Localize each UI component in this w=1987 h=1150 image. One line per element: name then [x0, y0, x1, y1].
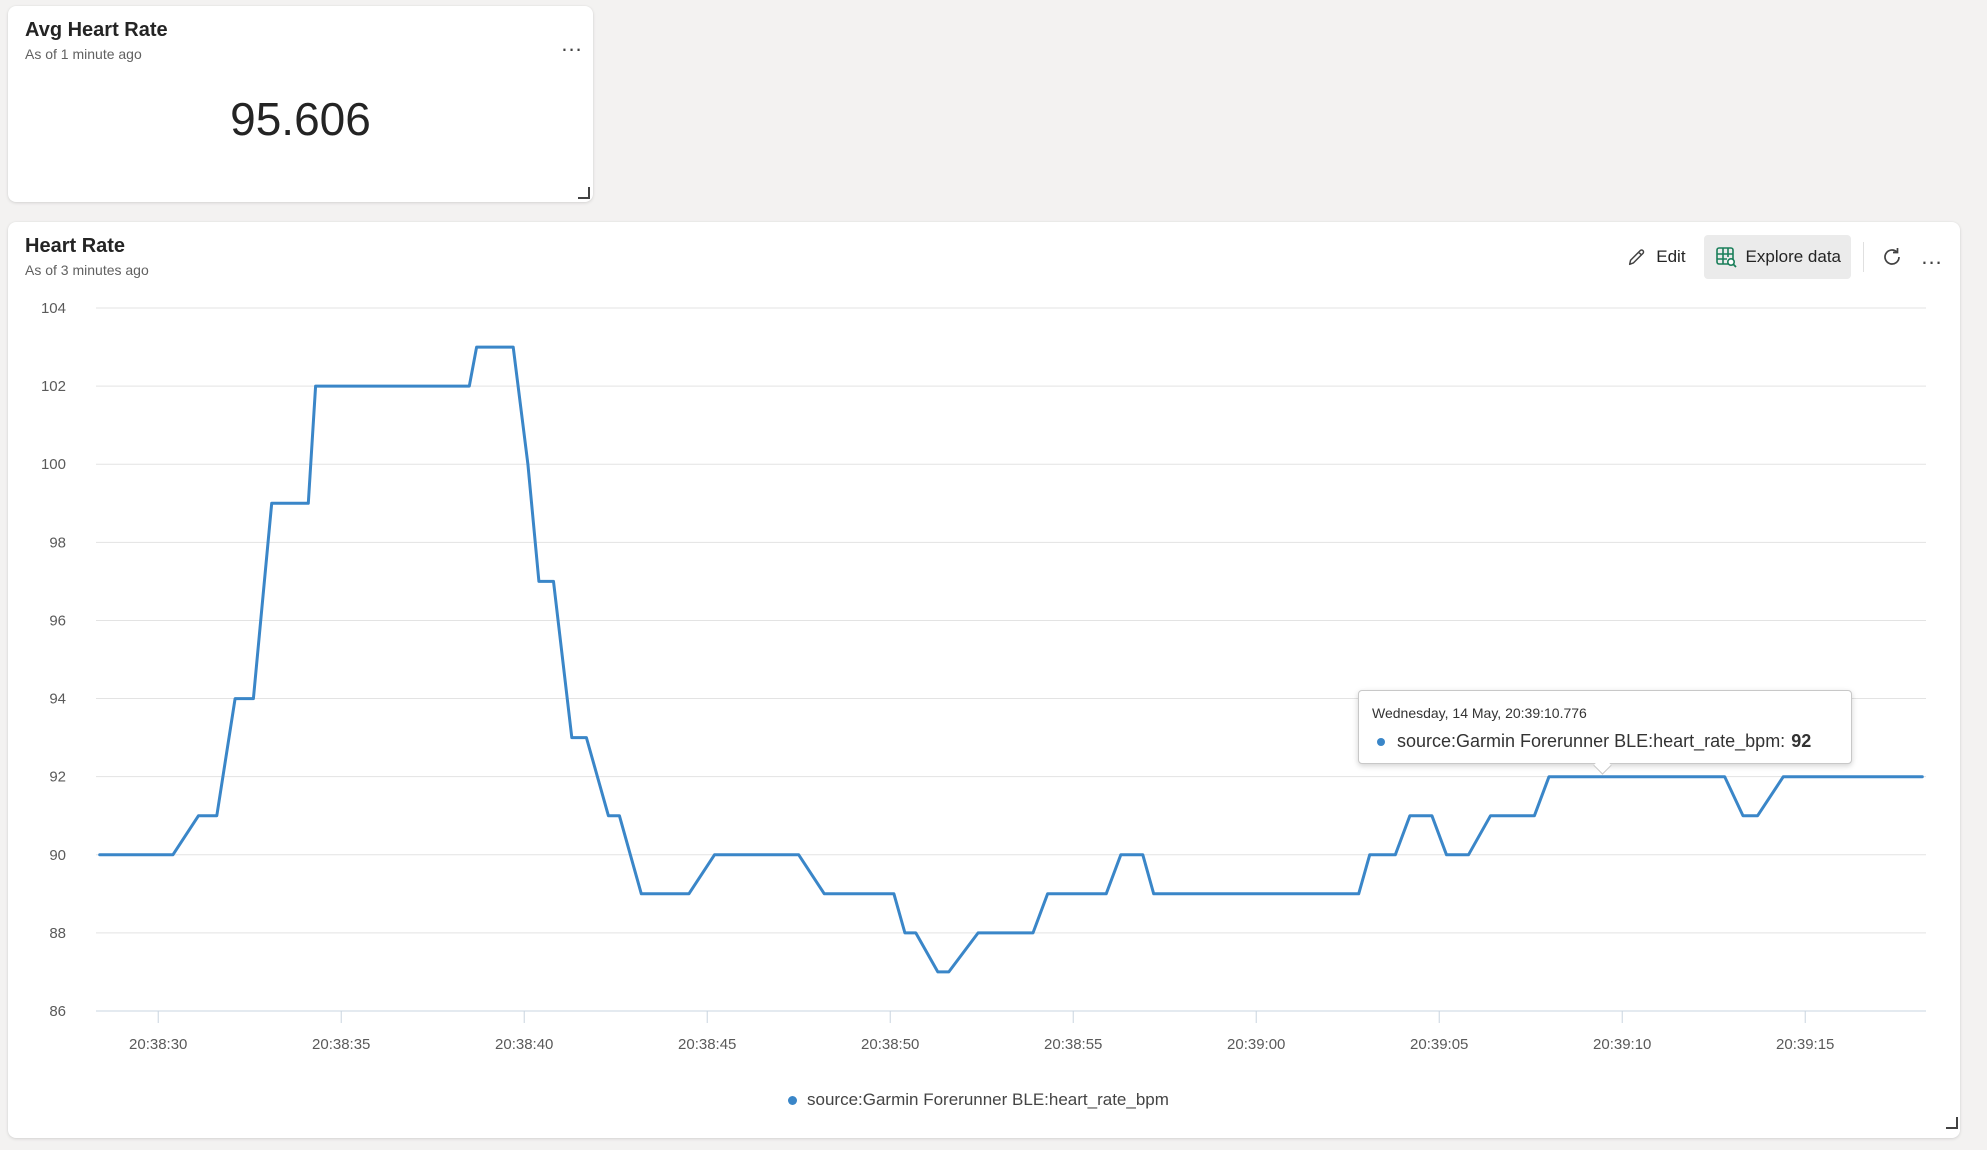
- heart-rate-card: Heart Rate As of 3 minutes ago Edit Expl…: [8, 222, 1960, 1138]
- y-tick-label: 96: [49, 612, 66, 629]
- card-title: Heart Rate: [25, 235, 126, 257]
- avg-heart-rate-card: Avg Heart Rate As of 1 minute ago ... 95…: [8, 6, 593, 202]
- edit-button[interactable]: Edit: [1616, 235, 1695, 279]
- x-tick-label: 20:38:30: [129, 1036, 187, 1053]
- x-tick-label: 20:39:00: [1227, 1036, 1285, 1053]
- kpi-value: 95.606: [230, 93, 371, 145]
- y-tick-label: 90: [49, 847, 66, 864]
- x-tick-label: 20:38:55: [1044, 1036, 1102, 1053]
- toolbar-divider: [1863, 242, 1864, 272]
- card-toolbar: Edit Explore data ...: [1616, 234, 1960, 280]
- legend-label: source:Garmin Forerunner BLE:heart_rate_…: [807, 1090, 1169, 1109]
- tooltip-series-row: source:Garmin Forerunner BLE:heart_rate_…: [1377, 731, 1811, 752]
- refresh-icon: [1884, 248, 1900, 265]
- explore-data-button[interactable]: Explore data: [1703, 235, 1851, 279]
- y-tick-label: 92: [49, 769, 66, 786]
- series-line: [98, 345, 1924, 974]
- tooltip-series-name: source:Garmin Forerunner BLE:heart_rate_…: [1397, 731, 1786, 751]
- x-tick-label: 20:38:45: [678, 1036, 736, 1053]
- tooltip-value: 92: [1791, 731, 1812, 751]
- tooltip-timestamp: Wednesday, 14 May, 20:39:10.776: [1372, 705, 1587, 721]
- card-title: Avg Heart Rate: [25, 19, 168, 41]
- y-tick-label: 88: [49, 925, 66, 942]
- x-tick-label: 20:38:50: [861, 1036, 919, 1053]
- y-tick-label: 104: [41, 300, 66, 317]
- x-tick-label: 20:39:05: [1410, 1036, 1468, 1053]
- y-tick-label: 94: [49, 691, 66, 708]
- x-tick-label: 20:39:15: [1776, 1036, 1834, 1053]
- more-options-button[interactable]: ...: [561, 31, 583, 56]
- table-search-icon: [1715, 247, 1737, 268]
- edit-label: Edit: [1656, 247, 1686, 266]
- y-tick-label: 102: [41, 378, 66, 395]
- chart-tooltip: Wednesday, 14 May, 20:39:10.776 source:G…: [1358, 690, 1852, 764]
- series-dot-icon: [1377, 737, 1385, 746]
- card-subtitle: As of 1 minute ago: [25, 46, 142, 62]
- x-tick-label: 20:38:40: [495, 1036, 553, 1053]
- pencil-icon: [1629, 249, 1645, 266]
- y-tick-label: 98: [49, 534, 66, 551]
- explore-data-label: Explore data: [1745, 247, 1841, 266]
- y-tick-label: 100: [41, 456, 66, 473]
- x-tick-label: 20:38:35: [312, 1036, 370, 1053]
- legend-dot-icon: [788, 1095, 797, 1105]
- resize-handle-icon[interactable]: [1946, 1117, 1958, 1129]
- card-subtitle: As of 3 minutes ago: [25, 262, 149, 278]
- chart-legend[interactable]: source:Garmin Forerunner BLE:heart_rate_…: [788, 1090, 1169, 1110]
- resize-handle-icon[interactable]: [578, 187, 590, 199]
- x-tick-label: 20:39:10: [1593, 1036, 1651, 1053]
- refresh-button[interactable]: [1872, 237, 1912, 277]
- y-tick-label: 86: [49, 1003, 66, 1020]
- more-options-button[interactable]: ...: [1921, 244, 1943, 269]
